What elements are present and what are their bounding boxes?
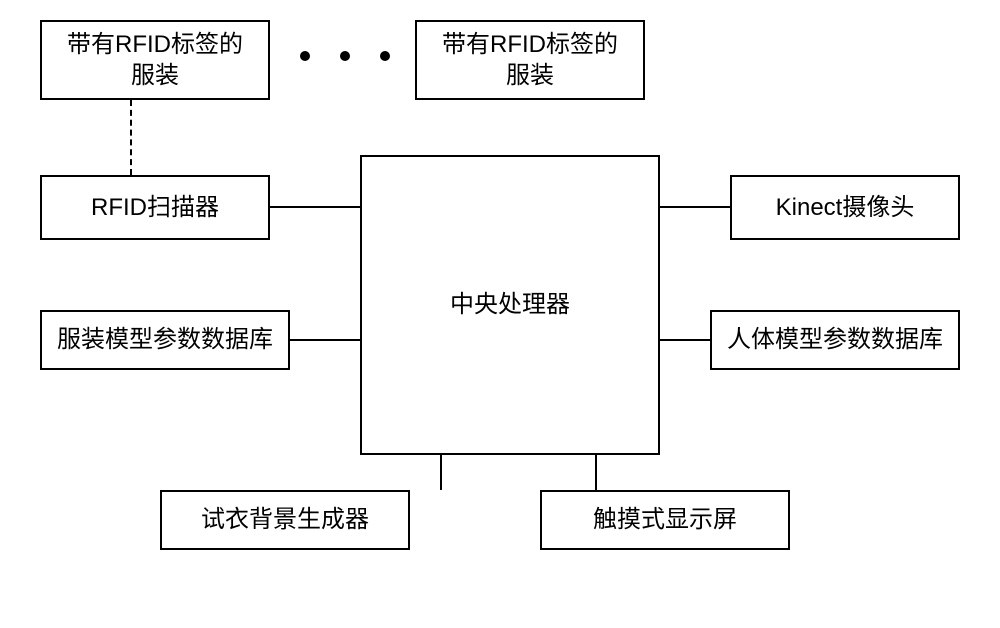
node-rfid-scanner: RFID扫描器	[40, 175, 270, 240]
node-rfid-tag-left: 带有RFID标签的服装	[40, 20, 270, 100]
node-label: 触摸式显示屏	[593, 504, 737, 535]
dot-icon	[300, 51, 310, 61]
node-cpu: 中央处理器	[360, 155, 660, 455]
node-touchscreen: 触摸式显示屏	[540, 490, 790, 550]
node-label: 中央处理器	[450, 289, 570, 320]
node-bg-gen: 试衣背景生成器	[160, 490, 410, 550]
node-label: Kinect摄像头	[776, 192, 915, 223]
node-label: 带有RFID标签的服装	[67, 29, 243, 91]
node-label: 服装模型参数数据库	[57, 324, 273, 355]
edge-clothing-db-to-cpu	[290, 339, 360, 341]
node-rfid-tag-right: 带有RFID标签的服装	[415, 20, 645, 100]
edge-kinect-to-cpu	[660, 206, 730, 208]
dot-icon	[380, 51, 390, 61]
node-label: RFID扫描器	[91, 192, 219, 223]
node-clothing-db: 服装模型参数数据库	[40, 310, 290, 370]
node-body-db: 人体模型参数数据库	[710, 310, 960, 370]
edge-bg-gen-to-cpu	[440, 455, 442, 490]
edge-rfid-tag-to-scanner	[130, 100, 132, 175]
edge-scanner-to-cpu	[270, 206, 360, 208]
diagram-canvas: 带有RFID标签的服装 带有RFID标签的服装 RFID扫描器 服装模型参数数据…	[0, 0, 1000, 628]
node-kinect: Kinect摄像头	[730, 175, 960, 240]
node-label: 人体模型参数数据库	[727, 324, 943, 355]
ellipsis-dots	[300, 50, 390, 62]
node-label: 带有RFID标签的服装	[442, 29, 618, 91]
node-label: 试衣背景生成器	[201, 504, 369, 535]
edge-touchscreen-to-cpu	[595, 455, 597, 490]
edge-body-db-to-cpu	[660, 339, 710, 341]
dot-icon	[340, 51, 350, 61]
